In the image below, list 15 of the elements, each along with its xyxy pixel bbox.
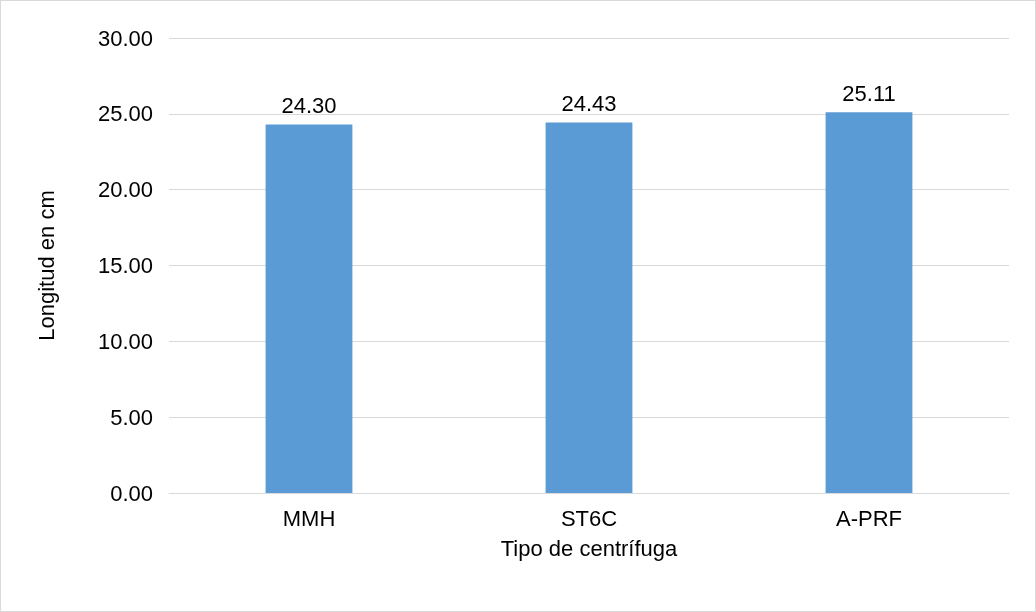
x-tick-label: MMH — [282, 505, 336, 531]
data-label: 25.11 — [842, 80, 896, 106]
x-tick-label: A-PRF — [836, 505, 902, 531]
y-tick-label: 30.00 — [97, 25, 153, 51]
data-label: 24.30 — [281, 92, 337, 118]
y-tick-label: 0.00 — [110, 480, 153, 506]
data-label: 24.43 — [561, 90, 617, 116]
x-tick-label: ST6C — [560, 505, 618, 531]
y-tick-label: 20.00 — [97, 177, 153, 203]
y-axis-title: Longitud en cm — [33, 190, 59, 341]
x-axis-title: Tipo de centrífuga — [500, 535, 679, 561]
y-tick-label: 5.00 — [110, 404, 153, 430]
y-tick-label: 15.00 — [97, 253, 153, 278]
y-tick-label: 25.00 — [97, 101, 153, 127]
y-tick-label: 10.00 — [97, 328, 153, 354]
